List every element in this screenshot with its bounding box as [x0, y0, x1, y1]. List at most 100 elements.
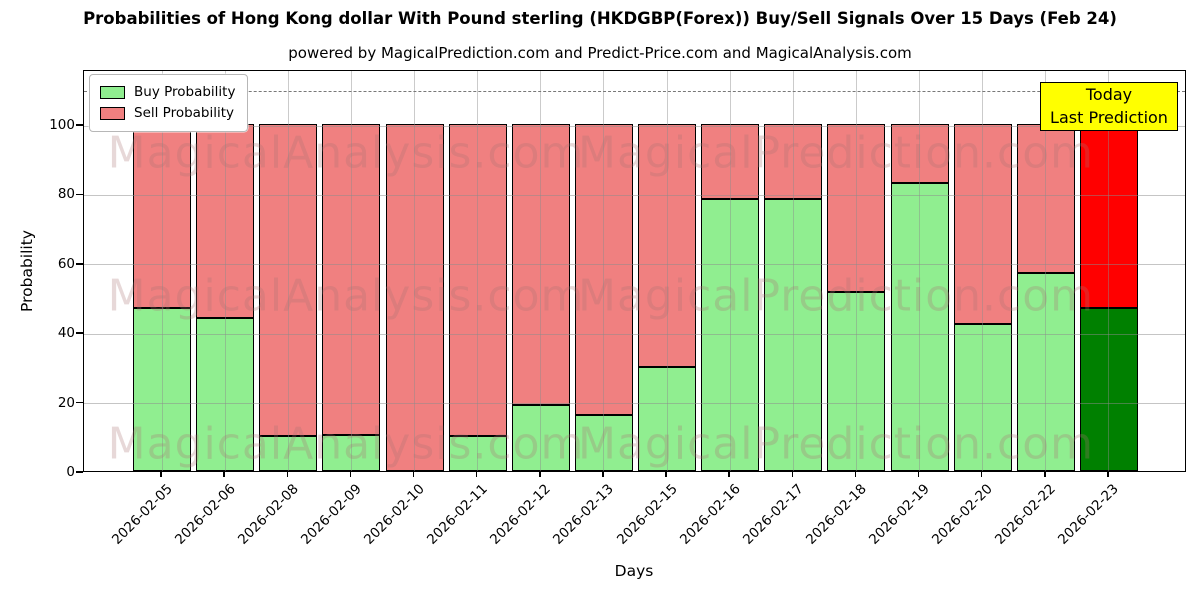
- sell-bar-segment: [890, 124, 949, 183]
- x-tick-mark: [917, 472, 920, 477]
- legend-sell-label: Sell Probability: [134, 105, 235, 121]
- x-tick-mark: [160, 472, 162, 477]
- x-tick-mark: [728, 472, 730, 477]
- y-tick-label: 0: [66, 464, 75, 480]
- buy-bar-segment: [1016, 273, 1075, 471]
- v-gridline: [161, 71, 163, 471]
- v-gridline: [792, 71, 794, 471]
- buy-bar-segment: [511, 405, 570, 471]
- x-tick-label-text: 2026-02-05: [108, 481, 176, 548]
- x-tick-mark: [223, 472, 225, 477]
- dashed-threshold-line: [84, 91, 1185, 93]
- y-tick-label: 60: [57, 255, 75, 272]
- x-tick-mark: [286, 472, 289, 477]
- buy-bar-segment: [574, 415, 633, 471]
- buy-bar-segment: [764, 199, 823, 471]
- plot-area: MagicalAnalysis.com MagicalPrediction.com…: [83, 70, 1186, 472]
- watermark-text: MagicalAnalysis.com: [107, 270, 585, 322]
- x-tick-label-text: 2026-02-09: [297, 481, 365, 548]
- v-gridline: [287, 71, 289, 471]
- y-axis-label: Probability: [18, 230, 36, 312]
- v-gridline: [350, 71, 352, 471]
- y-tick-mark: [76, 124, 83, 126]
- watermark-text: MagicalAnalysis.com: [107, 127, 585, 179]
- sell-bar-segment: [1016, 124, 1075, 273]
- x-tick-label-text: 2026-02-06: [171, 481, 239, 548]
- x-tick-label-text: 2026-02-19: [866, 481, 933, 548]
- watermark-text: MagicalPrediction.com: [578, 418, 1094, 470]
- v-gridline: [477, 71, 479, 471]
- buy-bar-segment: [259, 436, 318, 471]
- x-axis-label: Days: [614, 562, 654, 580]
- buy-bar-segment: [953, 324, 1012, 471]
- y-tick-mark: [76, 263, 83, 265]
- x-tick-label-text: 2026-02-23: [1055, 481, 1123, 548]
- x-tick-mark: [1107, 472, 1109, 477]
- h-gridline: [84, 333, 1185, 335]
- watermark-layer: MagicalAnalysis.com MagicalPrediction.com…: [84, 71, 1185, 471]
- x-tick-mark: [602, 472, 604, 477]
- x-tick-label-text: 2026-02-22: [992, 481, 1060, 548]
- x-tick-mark: [475, 472, 478, 477]
- legend-sell-swatch: [100, 107, 125, 120]
- v-gridline: [1045, 71, 1047, 471]
- bars-layer: [84, 71, 1185, 471]
- buy-bar-segment: [701, 199, 760, 471]
- buy-bar-segment: [133, 308, 192, 471]
- sell-bar-segment: [322, 124, 381, 435]
- grid-layer: [84, 71, 1185, 471]
- y-tick-label: 100: [49, 116, 75, 133]
- x-tick-label-text: 2026-02-15: [613, 481, 681, 548]
- h-gridline: [84, 403, 1185, 405]
- chart-subtitle: powered by MagicalPrediction.com and Pre…: [288, 44, 912, 62]
- sell-bar-segment: [953, 124, 1012, 324]
- x-tick-label-text: 2026-02-11: [424, 481, 492, 548]
- v-gridline: [982, 71, 984, 471]
- x-tick-label-text: 2026-02-12: [487, 481, 555, 548]
- x-tick-label-text: 2026-02-17: [739, 481, 807, 548]
- y-tick-mark: [76, 332, 83, 334]
- sell-bar-segment: [448, 124, 507, 436]
- sell-bar-segment: [764, 124, 823, 199]
- v-gridline: [224, 71, 226, 471]
- watermark-text: MagicalPrediction.com: [578, 127, 1094, 179]
- x-tick-mark: [980, 472, 983, 477]
- x-tick-mark: [854, 472, 857, 477]
- x-tick-mark: [349, 472, 352, 477]
- legend: Buy Probability Sell Probability: [89, 74, 249, 132]
- v-gridline: [666, 71, 668, 471]
- v-gridline: [919, 71, 921, 471]
- legend-buy-swatch: [100, 86, 125, 99]
- x-tick-mark: [665, 472, 667, 477]
- sell-bar-segment: [133, 124, 192, 308]
- x-tick-label-text: 2026-02-13: [550, 481, 618, 548]
- y-tick-label: 80: [57, 186, 75, 203]
- x-tick-label-text: 2026-02-16: [676, 481, 744, 548]
- v-gridline: [855, 71, 857, 471]
- x-tick-mark: [1044, 472, 1046, 477]
- watermark-text: MagicalPrediction.com: [578, 270, 1094, 322]
- buy-bar-segment: [1079, 308, 1138, 471]
- sell-bar-segment: [1079, 124, 1138, 308]
- buy-bar-segment: [638, 367, 697, 471]
- v-gridline: [1108, 71, 1110, 471]
- legend-item-buy: Buy Probability: [100, 82, 235, 103]
- h-gridline: [84, 194, 1185, 196]
- v-gridline: [729, 71, 731, 471]
- watermark-text: MagicalAnalysis.com: [107, 418, 585, 470]
- buy-bar-segment: [827, 292, 886, 471]
- h-gridline: [84, 264, 1185, 266]
- x-tick-label-text: 2026-02-18: [802, 481, 870, 548]
- y-tick-mark: [76, 193, 83, 196]
- sell-bar-segment: [827, 124, 886, 292]
- chart-title: Probabilities of Hong Kong dollar With P…: [83, 9, 1117, 28]
- x-tick-mark: [791, 472, 794, 477]
- y-tick-mark: [76, 401, 83, 404]
- sell-bar-segment: [701, 124, 760, 199]
- x-tick-label-text: 2026-02-20: [929, 481, 997, 548]
- sell-bar-segment: [385, 124, 444, 471]
- sell-bar-segment: [638, 124, 697, 367]
- x-tick-label-text: 2026-02-10: [361, 481, 428, 548]
- today-annotation: Today Last Prediction: [1040, 82, 1178, 131]
